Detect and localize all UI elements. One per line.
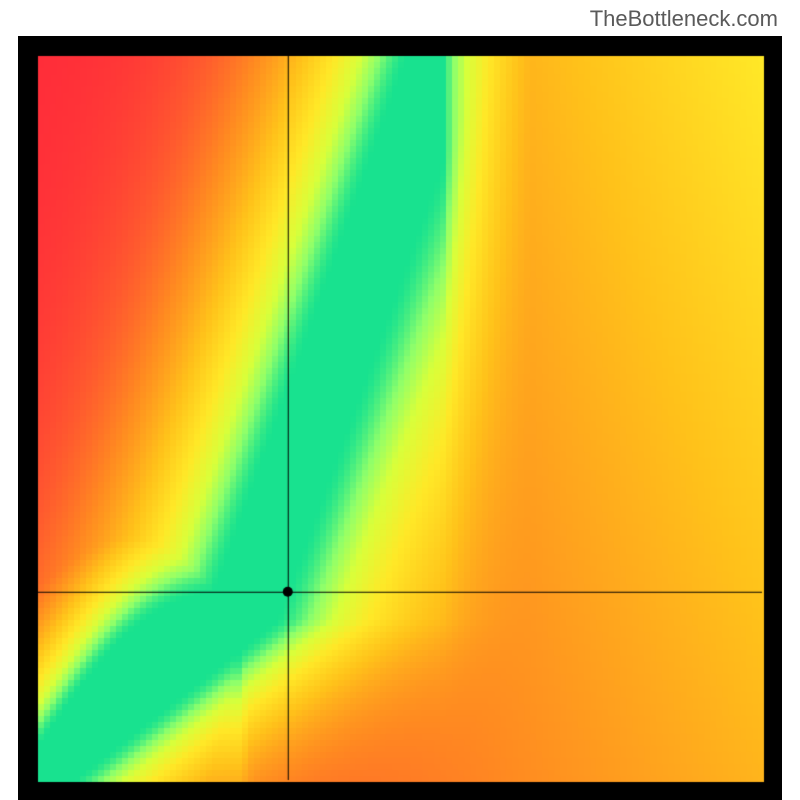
heatmap-canvas xyxy=(18,36,782,800)
bottleneck-heatmap xyxy=(18,36,782,800)
watermark-text: TheBottleneck.com xyxy=(590,6,778,32)
